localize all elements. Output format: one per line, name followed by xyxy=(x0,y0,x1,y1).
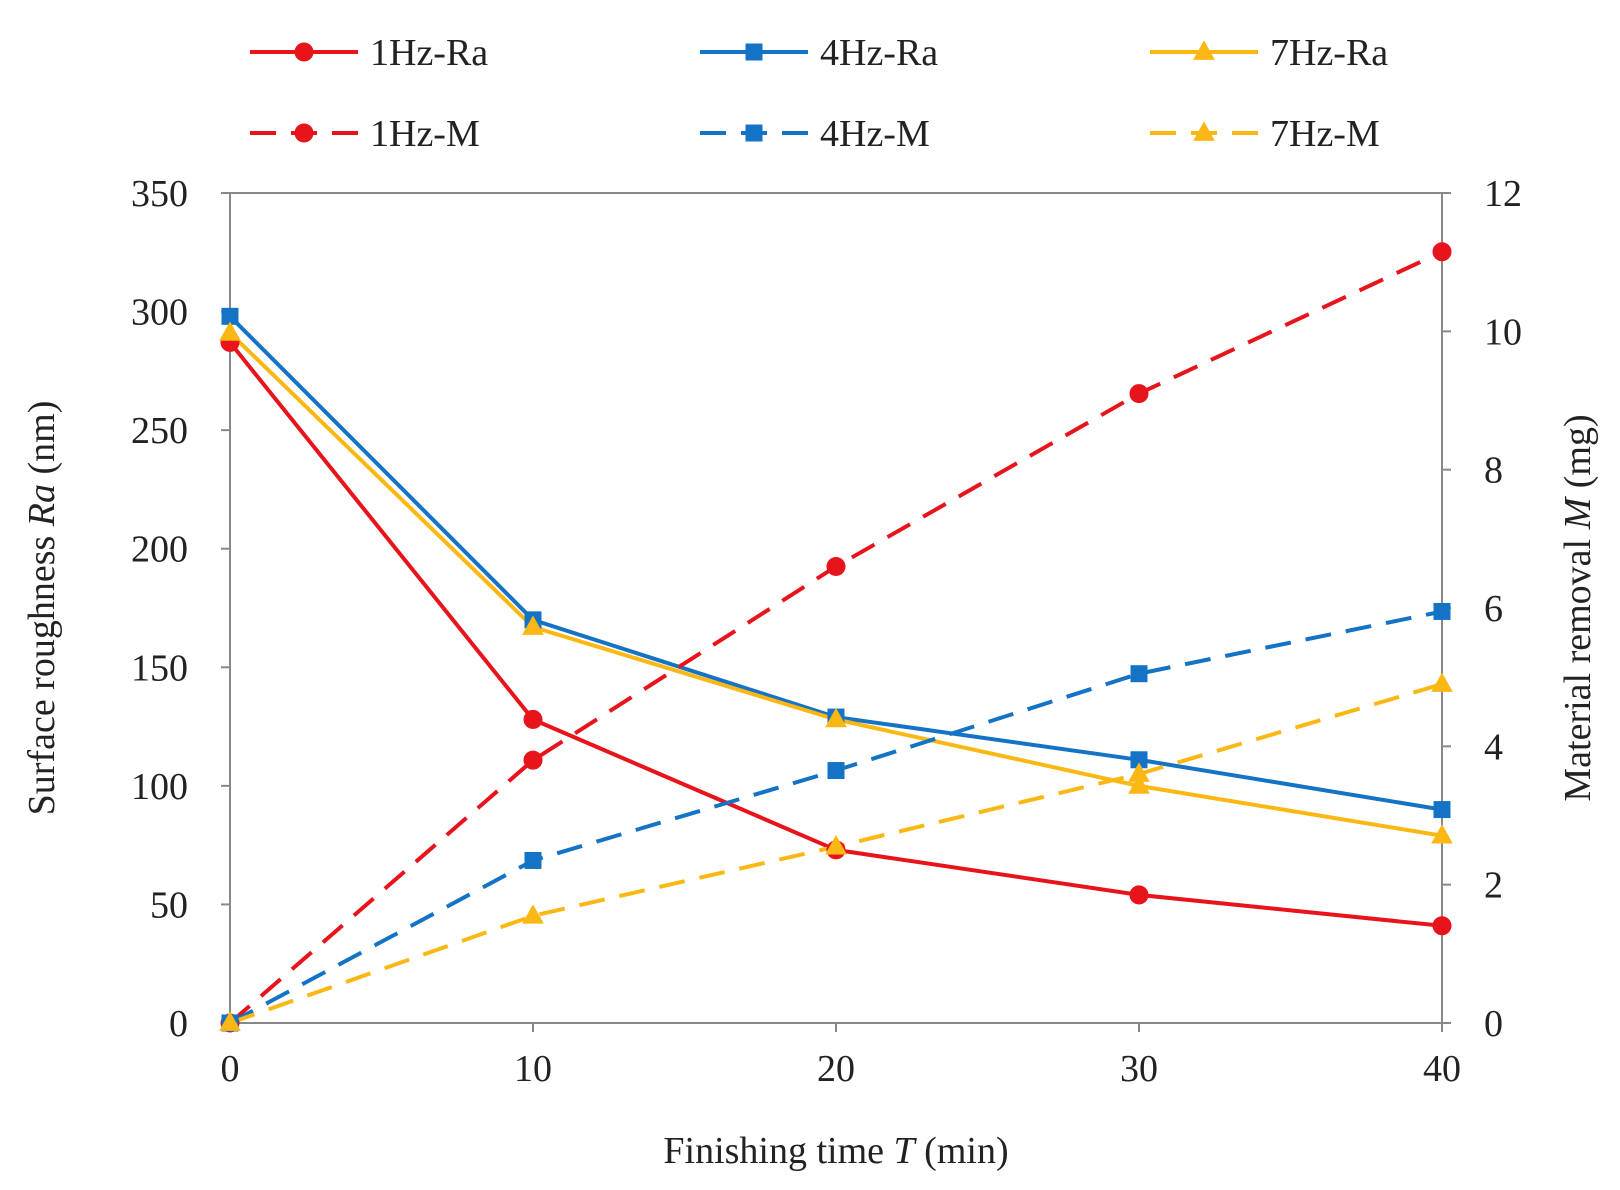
data-point-7Hz-M xyxy=(825,835,847,855)
y-left-tick-label: 350 xyxy=(131,173,188,215)
y-left-tick-label: 0 xyxy=(169,1003,188,1045)
y-right-tick-label: 0 xyxy=(1484,1003,1503,1045)
data-point-7Hz-Ra xyxy=(522,615,544,635)
legend-item-7Hz-Ra: 7Hz-Ra xyxy=(1150,32,1388,74)
y-axis-right-title-suffix: (mg) xyxy=(1557,414,1599,497)
y-axis-right-title: Material removal M (mg) xyxy=(1557,414,1599,801)
data-point-1Hz-M xyxy=(1432,242,1452,262)
series-line-4Hz-M xyxy=(229,609,1443,1025)
data-point-7Hz-Ra xyxy=(1128,774,1150,794)
legend-label: 1Hz-Ra xyxy=(370,32,488,74)
data-point-7Hz-M xyxy=(1431,672,1453,692)
y-right-tick-label: 10 xyxy=(1484,311,1522,353)
legend-item-4Hz-Ra: 4Hz-Ra xyxy=(700,32,938,74)
series-lines xyxy=(228,249,1443,1025)
data-point-4Hz-Ra xyxy=(221,307,239,325)
data-point-4Hz-Ra xyxy=(1433,801,1451,819)
data-point-1Hz-M xyxy=(523,750,543,770)
legend-label: 7Hz-Ra xyxy=(1270,32,1388,74)
x-tick-label: 0 xyxy=(221,1048,240,1090)
y-left-tick-label: 100 xyxy=(131,766,188,808)
legend-marker xyxy=(1193,121,1215,141)
legend-marker xyxy=(1193,40,1215,60)
y-right-tick-label: 4 xyxy=(1484,726,1503,768)
legend-label: 4Hz-M xyxy=(820,113,930,155)
y-axis-right-title-italic: M xyxy=(1557,495,1599,530)
legend-marker xyxy=(294,42,314,62)
legend-item-7Hz-M: 7Hz-M xyxy=(1150,113,1380,155)
legend-label: 4Hz-Ra xyxy=(820,32,938,74)
data-point-7Hz-M xyxy=(219,1011,241,1031)
y-axis-left-title-prefix: Surface roughness xyxy=(21,526,63,815)
x-tick-label: 20 xyxy=(817,1048,855,1090)
legend-marker xyxy=(294,123,314,143)
legend-item-4Hz-M: 4Hz-M xyxy=(700,113,930,155)
x-axis-title: Finishing time T (min) xyxy=(663,1130,1008,1172)
legend-marker xyxy=(745,43,763,61)
plot-frame xyxy=(229,192,1443,1024)
data-point-4Hz-Ra xyxy=(1130,751,1148,769)
legend-item-1Hz-Ra: 1Hz-Ra xyxy=(250,32,488,74)
y-right-tick-label: 12 xyxy=(1484,173,1522,215)
legend-label: 7Hz-M xyxy=(1270,113,1380,155)
data-point-7Hz-M xyxy=(1128,762,1150,782)
data-point-1Hz-Ra xyxy=(1432,916,1452,936)
data-point-7Hz-Ra xyxy=(825,707,847,728)
y-axis-right-title-prefix: Material removal xyxy=(1557,529,1599,801)
y-left-tick-label: 150 xyxy=(131,647,188,689)
data-point-1Hz-M xyxy=(1129,384,1149,404)
x-axis-title-italic: T xyxy=(894,1130,918,1172)
y-left-tick-label: 250 xyxy=(131,410,188,452)
x-axis-title-suffix: (min) xyxy=(915,1130,1009,1172)
y-left-tick-label: 50 xyxy=(150,884,188,926)
y-left-tick-label: 200 xyxy=(131,529,188,571)
data-point-7Hz-M xyxy=(522,904,544,924)
data-point-1Hz-M xyxy=(826,556,846,577)
y-right-tick-label: 8 xyxy=(1484,450,1503,492)
x-tick-label: 10 xyxy=(514,1048,552,1090)
legend-label: 1Hz-M xyxy=(370,113,480,155)
data-point-4Hz-M xyxy=(524,851,542,869)
y-right-tick-label: 2 xyxy=(1484,865,1503,907)
y-right-tick-label: 6 xyxy=(1484,588,1503,630)
legend-marker xyxy=(745,124,763,142)
data-point-4Hz-M xyxy=(1433,602,1451,620)
data-point-1Hz-Ra xyxy=(523,709,543,729)
y-axis-left-title-italic: Ra xyxy=(21,484,63,527)
x-tick-label: 40 xyxy=(1423,1048,1461,1090)
y-axis-left-title-suffix: (nm) xyxy=(21,401,63,484)
data-point-7Hz-Ra xyxy=(219,321,241,341)
data-point-7Hz-Ra xyxy=(1431,824,1453,844)
x-tick-label: 30 xyxy=(1120,1048,1158,1090)
axis-ticks: 0 10 20 30 40 0 50 100 150 200 250 300 350 0 2 4 6 8 10 12 xyxy=(131,173,1522,1090)
y-left-tick-label: 300 xyxy=(131,292,188,334)
series-line-7Hz-Ra xyxy=(228,331,1443,838)
y-axis-left-title: Surface roughness Ra (nm) xyxy=(21,401,63,816)
series-markers xyxy=(219,242,1453,1033)
legend: 1Hz-Ra 4Hz-Ra 7Hz-Ra 1Hz-M 4Hz-M 7Hz-M xyxy=(250,32,1388,155)
x-axis-title-prefix: Finishing time xyxy=(663,1130,893,1172)
data-point-1Hz-Ra xyxy=(1129,885,1149,905)
data-point-4Hz-M xyxy=(1130,665,1148,683)
legend-item-1Hz-M: 1Hz-M xyxy=(250,113,480,155)
data-point-4Hz-M xyxy=(827,762,845,780)
